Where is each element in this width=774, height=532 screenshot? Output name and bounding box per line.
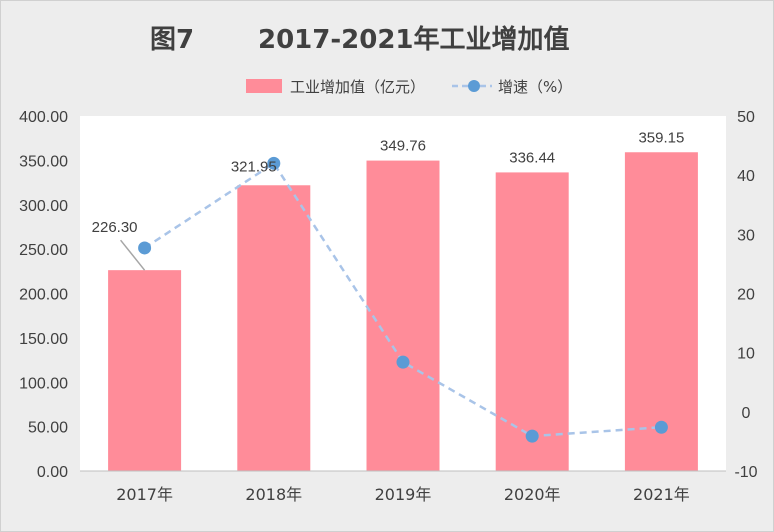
y-right-tick-label: 30: [737, 227, 755, 244]
legend: 工业增加值（亿元） 增速（%）: [246, 78, 572, 96]
leader-lines: [120, 239, 146, 271]
bar-data-label: 321.95: [231, 158, 277, 175]
bar-data-labels: 226.30 321.95 349.76 336.44 359.15: [92, 129, 685, 236]
bar-data-label: 226.30: [92, 219, 138, 236]
x-tick-label: 2020年: [504, 485, 561, 504]
y-right-tick-label: 20: [737, 287, 755, 304]
growth-marker: [654, 420, 668, 434]
legend-bar-swatch: [246, 79, 282, 93]
y-left-tick-label: 150.00: [19, 331, 68, 348]
y-right-tick-label: 0: [742, 405, 751, 422]
bar: [495, 172, 569, 472]
y-left-tick-label: 250.00: [19, 242, 68, 259]
x-tick-label: 2018年: [245, 485, 302, 504]
bar-series: [108, 152, 698, 472]
bar: [624, 152, 698, 471]
chart-title: 2017-2021年工业增加值: [258, 24, 570, 55]
bar-data-label: 336.44: [509, 149, 555, 166]
x-axis: 2017年 2018年 2019年 2020年 2021年: [116, 485, 690, 504]
y-left-tick-label: 200.00: [19, 287, 68, 304]
y-left-tick-label: 300.00: [19, 198, 68, 215]
growth-marker: [396, 355, 410, 369]
bar-data-label: 349.76: [380, 138, 426, 155]
growth-marker: [138, 241, 152, 255]
y-axis-left: 0.00 50.00 100.00 150.00 200.00 250.00 300.00 3…: [19, 109, 68, 481]
growth-line: [143, 161, 662, 438]
y-right-tick-label: 50: [737, 109, 755, 126]
bar-data-label: 359.15: [638, 129, 684, 146]
x-tick-label: 2019年: [375, 485, 432, 504]
growth-marker: [267, 156, 281, 170]
bar: [108, 270, 182, 471]
bar: [366, 160, 440, 471]
y-left-tick-label: 50.00: [28, 420, 68, 437]
legend-line-marker: [468, 80, 480, 92]
y-left-tick-label: 0.00: [37, 464, 68, 481]
legend-bar-label: 工业增加值（亿元）: [290, 78, 425, 96]
x-tick-label: 2021年: [633, 485, 690, 504]
y-right-tick-label: 10: [737, 346, 755, 363]
y-left-tick-label: 350.00: [19, 153, 68, 170]
line-series: [138, 156, 668, 443]
y-left-tick-label: 100.00: [19, 375, 68, 392]
legend-line-label: 增速（%）: [498, 78, 572, 96]
y-right-tick-label: -10: [734, 464, 757, 481]
chart-title-prefix: 图7: [150, 25, 194, 55]
x-tick-label: 2017年: [116, 485, 173, 504]
leader-line: [120, 239, 146, 271]
y-axis-right: -10 0 10 20 30 40 50: [734, 109, 757, 481]
bar: [237, 185, 311, 471]
y-left-tick-label: 400.00: [19, 109, 68, 126]
y-right-tick-label: 40: [737, 168, 755, 185]
growth-marker: [525, 429, 539, 443]
